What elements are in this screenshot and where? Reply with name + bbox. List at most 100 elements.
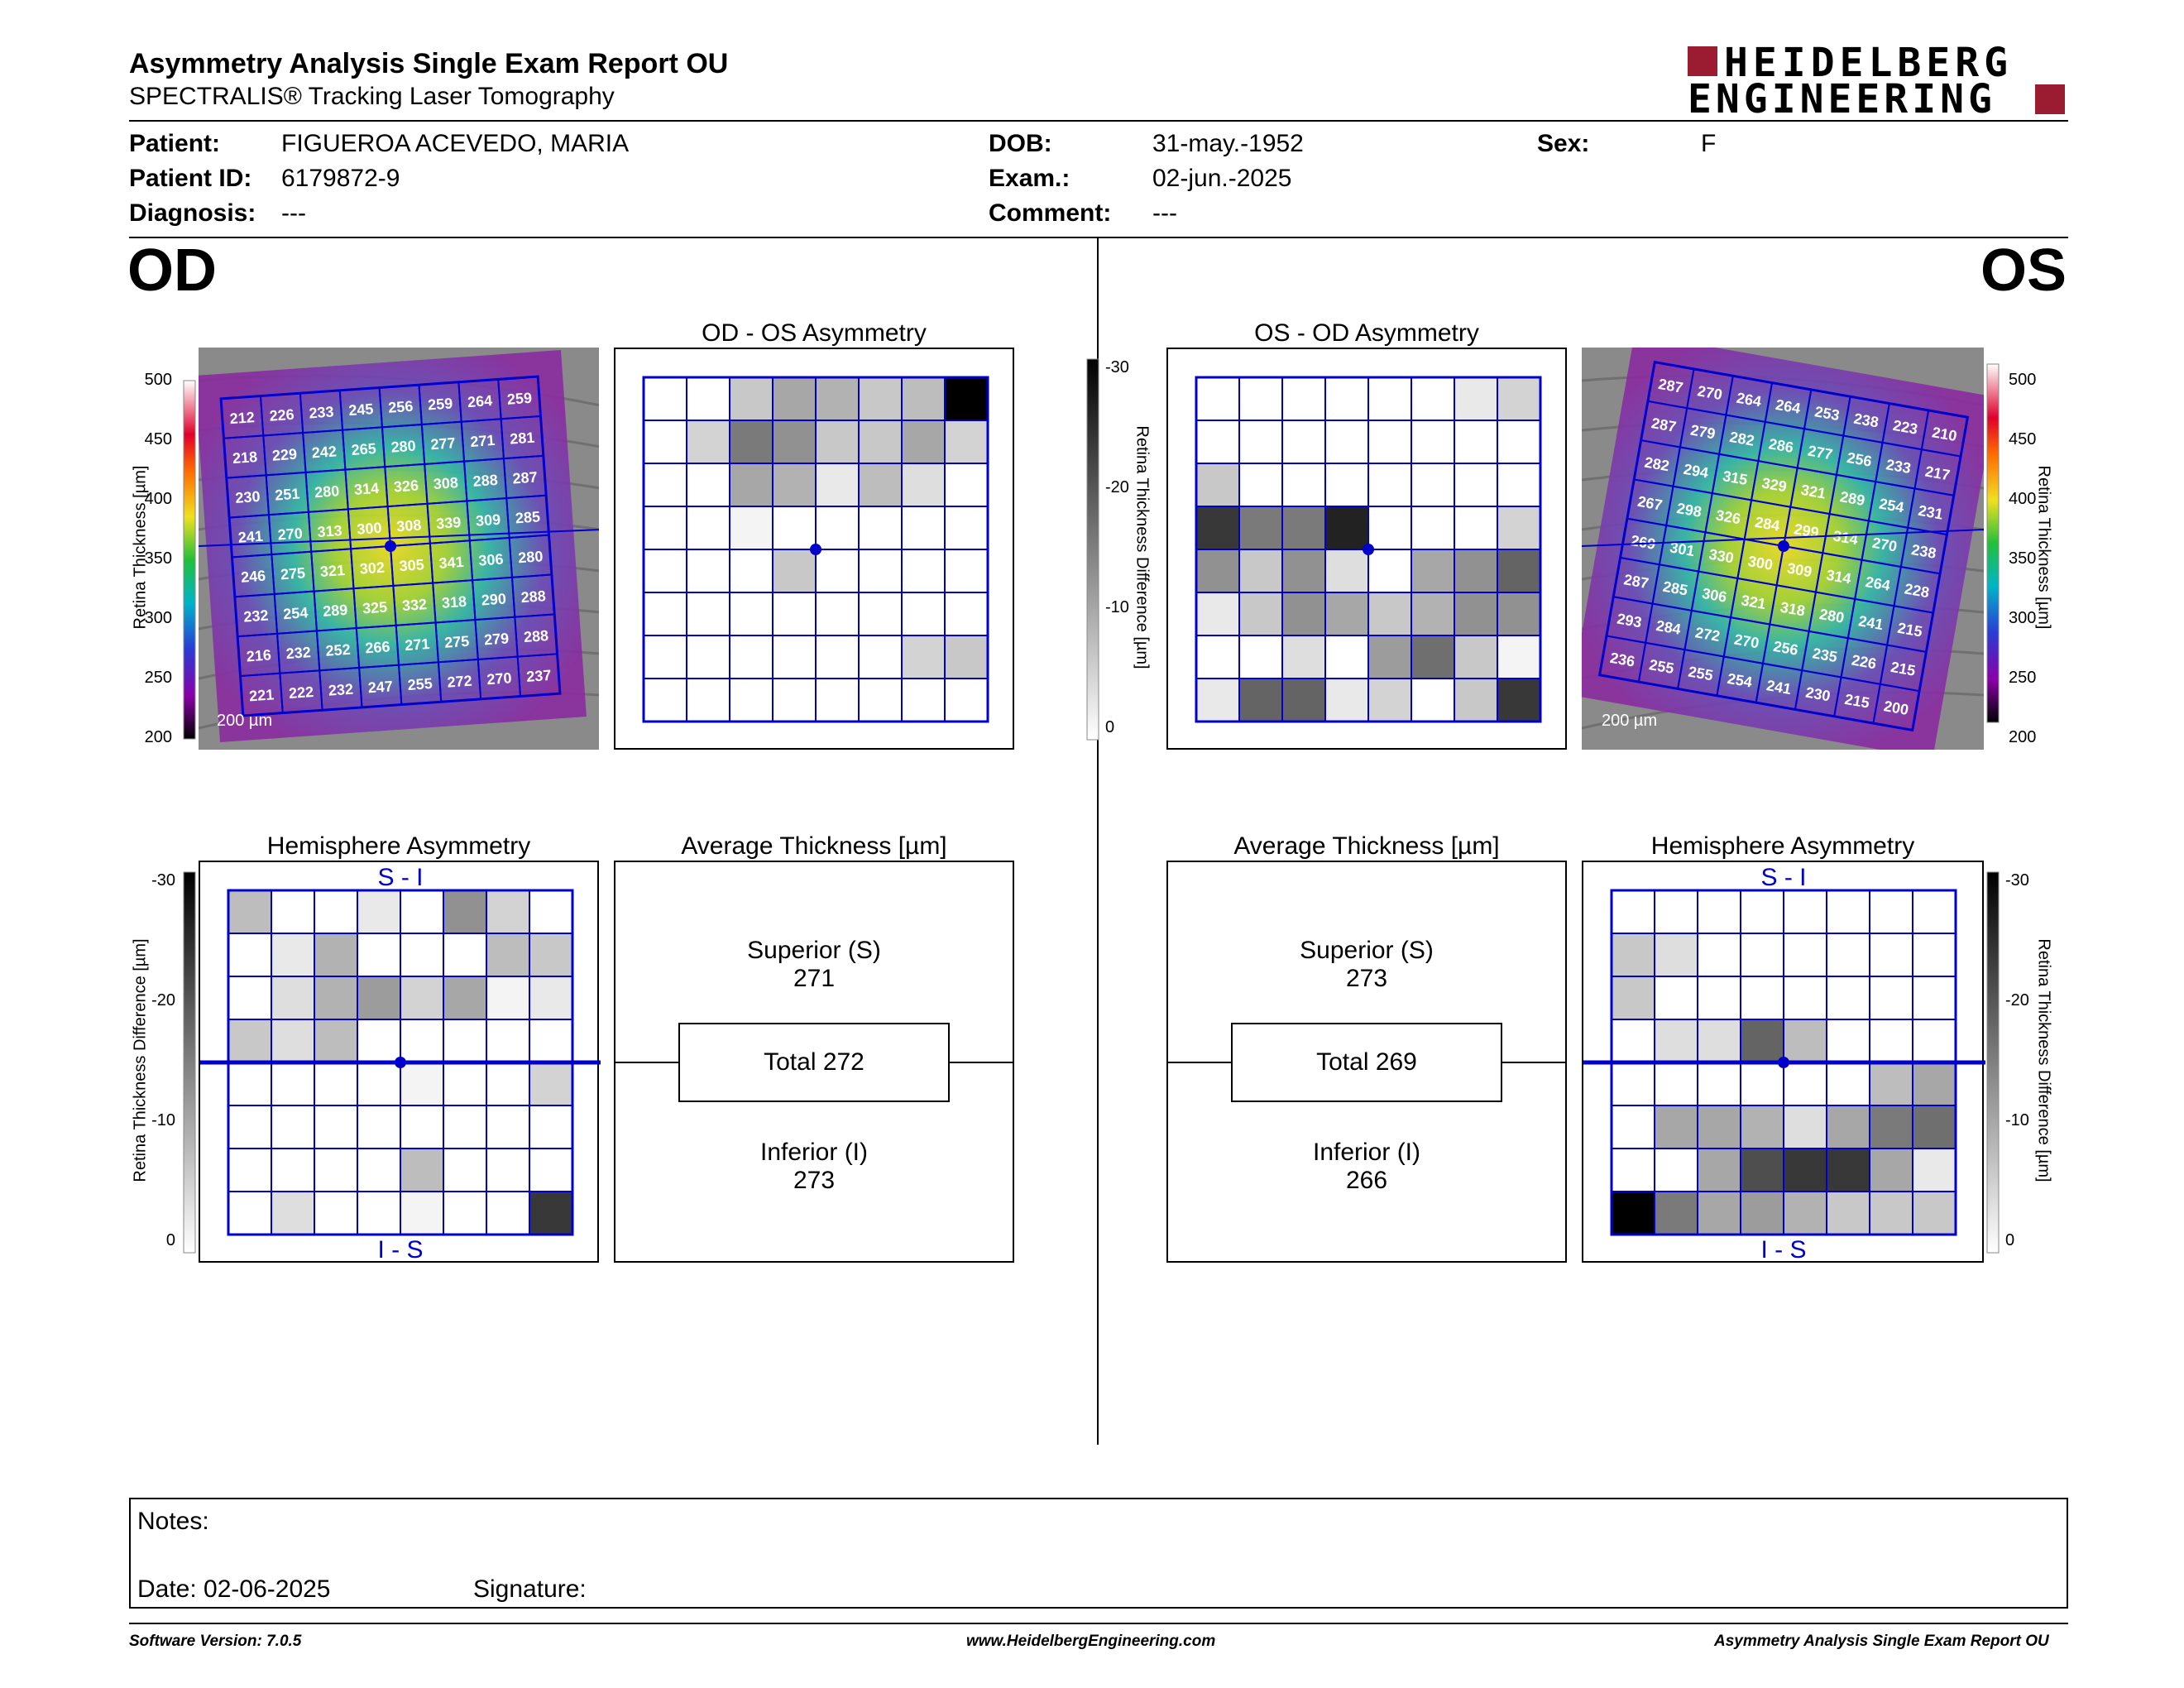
os-asymmetry-cell [1497, 549, 1541, 593]
os-asymmetry-cell [1367, 678, 1412, 722]
patient-name: FIGUEROA ACEVEDO, MARIA [281, 130, 630, 157]
od-hemisphere-cell [443, 1105, 487, 1149]
od-hemisphere-cell [486, 890, 530, 934]
difference-tick-label: -10 [2005, 1111, 2029, 1129]
od-asymmetry-cell [686, 592, 730, 636]
difference-tick-label: -30 [2005, 871, 2029, 890]
os-asymmetry-cell [1324, 463, 1369, 507]
od-hemisphere-cell [314, 1019, 358, 1063]
center-difference-scale: -30 -20 -10 0 [1084, 348, 1158, 750]
report-title: Asymmetry Analysis Single Exam Report OU [129, 48, 729, 79]
od-asymmetry-cell [815, 463, 860, 507]
od-hemisphere-top-label: S - I [377, 864, 423, 891]
od-asymmetry-cell [729, 678, 774, 722]
od-fundus-grid-thickness-value: 232 [328, 681, 353, 699]
od-asymmetry-cell [772, 463, 817, 507]
difference-tick-label: -10 [151, 1111, 175, 1129]
thickness-tick-label: 450 [2009, 430, 2037, 448]
od-fundus-grid-thickness-value: 339 [436, 514, 462, 532]
os-asymmetry-fovea-marker [1363, 544, 1374, 555]
od-asymmetry-cell [858, 549, 903, 593]
od-hemisphere-cell [529, 976, 573, 1020]
os-hemisphere-cell [1654, 890, 1698, 934]
os-total-value: Total 269 [1316, 1048, 1417, 1076]
od-fundus-grid-thickness-value: 280 [314, 482, 340, 501]
od-hemisphere-cell [357, 1019, 401, 1063]
od-hemisphere-cell [271, 976, 315, 1020]
os-asymmetry-cell [1195, 592, 1240, 636]
od-hemisphere-cell [443, 976, 487, 1020]
od-hemisphere-cell [400, 890, 444, 934]
od-fundus-grid-thickness-value: 275 [444, 633, 470, 651]
thickness-tick-label: 300 [144, 609, 172, 627]
os-hemisphere-cell [1826, 890, 1870, 934]
os-asymmetry-cell [1367, 549, 1412, 593]
od-fundus-grid-thickness-value: 332 [401, 596, 427, 614]
od-hemisphere-cell [357, 933, 401, 977]
od-hemisphere-fovea-marker [395, 1057, 406, 1068]
od-hemisphere-cell [400, 976, 444, 1020]
os-asymmetry-cell [1454, 376, 1498, 421]
os-inferior-value: 266 [1345, 1167, 1388, 1194]
os-hemisphere-cell [1697, 933, 1741, 977]
os-hemisphere-cell [1912, 1019, 1956, 1063]
od-asymmetry-cell [815, 549, 860, 593]
os-asymmetry-cell [1410, 635, 1455, 679]
os-asymmetry-cell [1367, 420, 1412, 464]
od-average-title: Average Thickness [µm] [681, 832, 947, 860]
od-asymmetry-panel [614, 348, 1014, 750]
od-difference-axis-label: Retina Thickness Difference [µm] [131, 938, 150, 1182]
software-version: Software Version: 7.0.5 [129, 1633, 302, 1650]
od-fundus-grid-thickness-value: 288 [472, 472, 498, 490]
os-hemisphere-title: Hemisphere Asymmetry [1650, 832, 1915, 860]
os-hemisphere-cell [1611, 1191, 1655, 1235]
od-asymmetry-cell [858, 420, 903, 464]
os-asymmetry-cell [1410, 549, 1455, 593]
os-hemisphere-cell [1611, 933, 1655, 977]
od-asymmetry-cell [858, 635, 903, 679]
od-hemisphere-cell [443, 890, 487, 934]
od-hemisphere-cell [314, 890, 358, 934]
od-hemisphere-cell [400, 1019, 444, 1063]
os-difference-axis-label: Retina Thickness Difference [µm] [2034, 938, 2053, 1182]
od-thickness-axis-label: Retina Thickness [µm] [131, 465, 150, 630]
od-fundus-grid-thickness-value: 246 [240, 568, 266, 586]
os-hemisphere-cell [1783, 976, 1827, 1020]
sex: F [1701, 130, 1717, 157]
od-fundus-grid-thickness-value: 280 [390, 438, 416, 456]
od-hemisphere-cell [228, 976, 272, 1020]
od-asymmetry-cell [858, 376, 903, 421]
od-hemisphere-title: Hemisphere Asymmetry [266, 832, 531, 860]
os-asymmetry-cell [1367, 506, 1412, 550]
os-asymmetry-cell [1238, 549, 1283, 593]
od-fundus-grid-thickness-value: 290 [481, 590, 506, 608]
od-fundus-grid-thickness-value: 232 [243, 607, 269, 626]
dob: 31-may.-1952 [1152, 130, 1304, 157]
os-hemisphere-cell [1611, 1062, 1655, 1106]
os-asymmetry-cell [1281, 678, 1326, 722]
os-asymmetry-cell [1195, 678, 1240, 722]
od-hemisphere-cell [228, 1191, 272, 1235]
od-asymmetry-cell [772, 592, 817, 636]
report-subtitle: SPECTRALIS® Tracking Laser Tomography [129, 83, 615, 110]
od-fundus-grid-thickness-value: 279 [483, 630, 509, 648]
os-scale-bar-label: 200 µm [1602, 712, 1658, 730]
od-hemisphere-cell [271, 1191, 315, 1235]
od-asymmetry-cell [772, 549, 817, 593]
od-asymmetry-cell [686, 506, 730, 550]
os-hemisphere-cell [1697, 1019, 1741, 1063]
od-asymmetry-cell [901, 549, 946, 593]
thickness-tick-label: 300 [2009, 609, 2037, 627]
os-hemisphere-cell [1826, 1148, 1870, 1192]
od-asymmetry-cell [944, 376, 989, 421]
footer-url[interactable]: www.HeidelbergEngineering.com [966, 1633, 1216, 1650]
od-fundus-grid-thickness-value: 305 [399, 556, 424, 574]
od-asymmetry-cell [643, 420, 687, 464]
os-asymmetry-cell [1324, 592, 1369, 636]
os-hemisphere-cell [1869, 1148, 1913, 1192]
od-hemisphere-cell [486, 1191, 530, 1235]
od-hemisphere-cell [314, 1105, 358, 1149]
od-total-box: Total 272 [678, 1023, 950, 1102]
os-asymmetry-cell [1454, 549, 1498, 593]
od-hemisphere-bottom-label: I - S [377, 1236, 423, 1264]
